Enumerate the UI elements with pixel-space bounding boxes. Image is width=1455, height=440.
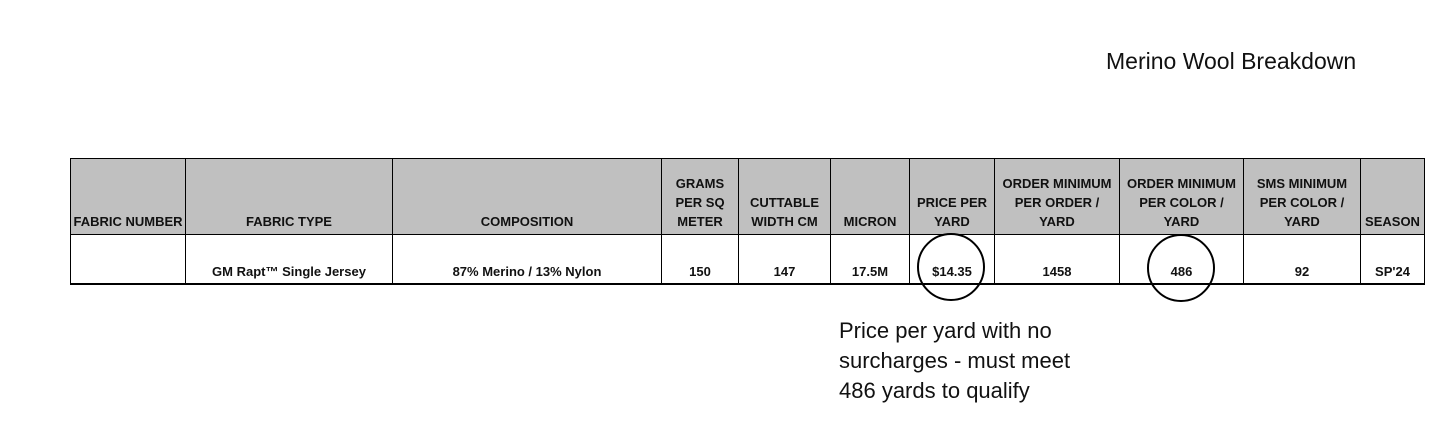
- table-cell: 147: [738, 234, 831, 285]
- column-header: SEASON: [1360, 158, 1425, 235]
- column-header: FABRIC NUMBER: [70, 158, 186, 235]
- table-cell: 92: [1243, 234, 1361, 285]
- circle: [1147, 234, 1215, 302]
- annotation-line: surcharges - must meet: [839, 348, 1071, 373]
- column-header: GRAMS PER SQ METER: [661, 158, 739, 235]
- table-cell: 87% Merino / 13% Nylon: [392, 234, 662, 285]
- column-header: ORDER MINIMUM PER COLOR / YARD: [1119, 158, 1244, 235]
- table-cell: SP'24: [1360, 234, 1425, 285]
- annotation-line: 486 yards to qualify: [839, 378, 1030, 403]
- table-body: GM Rapt™ Single Jersey 87% Merino / 13% N…: [70, 234, 1425, 285]
- annotation: Price per yard with no surcharges - must …: [839, 316, 1070, 406]
- fabric-table: FABRIC NUMBER FABRIC TYPE COMPOSITION GRAMS…: [70, 158, 1425, 285]
- table-cell: 486: [1119, 234, 1244, 285]
- annotation-line: Price per yard with no: [839, 318, 1052, 343]
- column-header: CUTTABLE WIDTH CM: [738, 158, 831, 235]
- column-header: FABRIC TYPE: [185, 158, 393, 235]
- column-header: COMPOSITION: [392, 158, 662, 235]
- table-cell: 150: [661, 234, 739, 285]
- table-cell: 1458: [994, 234, 1120, 285]
- table-cell: 17.5M: [830, 234, 910, 285]
- column-header: PRICE PER YARD: [909, 158, 995, 235]
- header-row: FABRIC NUMBER FABRIC TYPE COMPOSITION GRAMS…: [70, 158, 1425, 235]
- column-header: SMS MINIMUM PER COLOR / YARD: [1243, 158, 1361, 235]
- page-title: Merino Wool Breakdown: [1106, 48, 1357, 74]
- table-row: GM Rapt™ Single Jersey 87% Merino / 13% N…: [70, 234, 1425, 285]
- column-header: MICRON: [830, 158, 910, 235]
- circle: [917, 233, 985, 301]
- column-header: ORDER MINIMUM PER ORDER / YARD: [994, 158, 1120, 235]
